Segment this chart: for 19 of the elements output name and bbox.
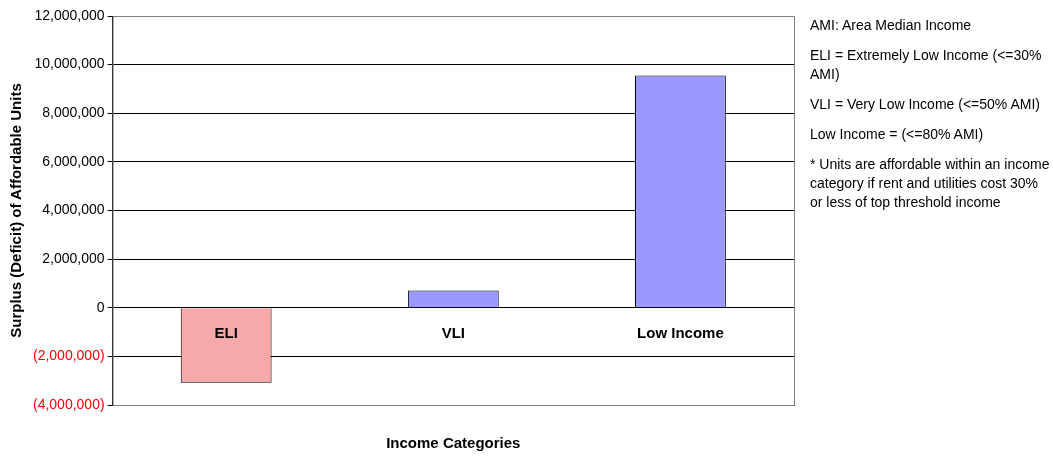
y-tick-label: 8,000,000 [42, 104, 105, 121]
y-tick-label: (4,000,000) [33, 395, 105, 412]
y-tick-label: 2,000,000 [42, 249, 105, 266]
y-tick-label: 0 [96, 298, 105, 315]
y-tick-label: 4,000,000 [42, 201, 105, 218]
x-axis-title: Income Categories [386, 434, 521, 452]
text: VLI = Very Low Income (<=50% AMI) [810, 95, 1041, 114]
text: AMI: Area Median Income [810, 16, 973, 35]
y-axis-title: Surplus (Deficit) of Affordable Units [7, 83, 25, 338]
text: Low Income = (<=80% AMI) [810, 125, 985, 144]
text: * Units are affordable within an income category if rent and utilities cost 30% or less of top threshold income [810, 155, 1050, 212]
text: ELI = Extremely Low Income (<=30% AMI) [810, 46, 1043, 84]
y-tick-label: 6,000,000 [42, 152, 105, 169]
x-tick-label: Low Income [637, 323, 724, 341]
x-tick-label: VLI [441, 323, 465, 341]
y-tick-label: (2,000,000) [33, 347, 105, 364]
y-tick-label: 10,000,000 [34, 55, 105, 72]
y-tick-label: 12,000,000 [34, 6, 105, 23]
x-tick-label: ELI [214, 323, 238, 341]
